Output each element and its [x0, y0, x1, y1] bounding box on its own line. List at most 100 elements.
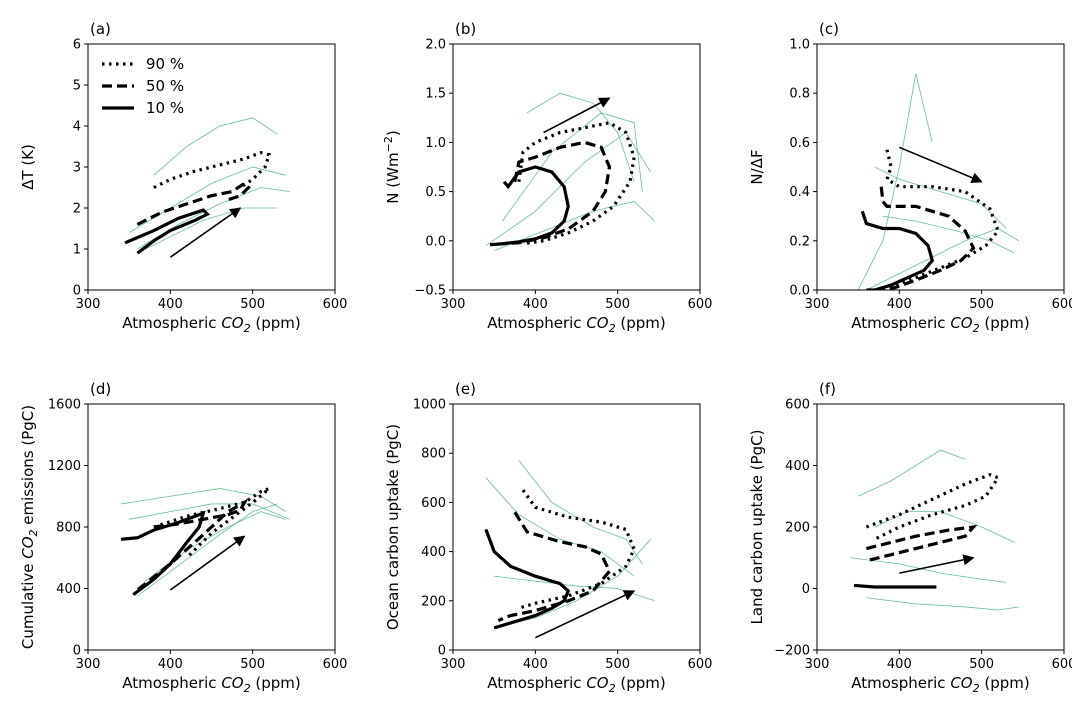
x-tick-label: 500	[969, 297, 994, 312]
y-tick-label: 400	[785, 459, 810, 474]
plot-area	[124, 117, 290, 255]
x-tick-label: 500	[605, 297, 630, 312]
label-part: N/ΔF	[748, 149, 766, 184]
ensemble-line	[882, 215, 1015, 254]
plot-area	[484, 460, 655, 630]
label-part: 2	[244, 682, 251, 695]
y-axis-label: Cumulative CO2 emissions (PgC)	[19, 405, 40, 649]
x-tick-label: 300	[805, 297, 830, 312]
percentile-line	[497, 511, 612, 622]
label-part: 2	[609, 322, 616, 335]
plot-area	[857, 73, 1019, 290]
x-tick-label: 300	[441, 657, 466, 672]
ensemble-line	[494, 201, 655, 252]
label-part: −2	[382, 136, 395, 152]
y-tick-label: 6	[73, 38, 81, 53]
y-axis-label: N/ΔF	[748, 149, 766, 184]
x-tick-label: 600	[688, 657, 713, 672]
y-tick-label: 0.0	[425, 234, 446, 249]
y-tick-label: 0.5	[425, 185, 446, 200]
percentile-line	[136, 498, 249, 592]
panel-label: (a)	[90, 20, 111, 38]
percentile-line	[866, 524, 978, 563]
legend-label: 10 %	[146, 99, 184, 117]
x-tick-label: 600	[688, 297, 713, 312]
ensemble-line	[485, 131, 651, 247]
y-tick-label: 600	[785, 398, 810, 413]
label-part: emissions (PgC)	[19, 405, 37, 530]
percentile-line	[517, 121, 636, 246]
panel-label: (c)	[819, 20, 839, 38]
x-tick-label: 300	[76, 297, 101, 312]
y-tick-label: 1200	[48, 459, 81, 474]
panel-label: (d)	[90, 380, 111, 398]
x-tick-label: 400	[887, 297, 912, 312]
x-tick-label: 600	[1052, 297, 1072, 312]
percentile-line	[120, 510, 206, 596]
legend-label: 50 %	[146, 77, 184, 95]
percentile-line	[518, 489, 636, 610]
panel-label: (f)	[819, 380, 836, 398]
x-axis-label: Atmospheric CO2 (ppm)	[122, 314, 301, 335]
y-tick-label: 3	[73, 161, 81, 176]
y-axis-label: Ocean carbon uptake (PgC)	[384, 424, 402, 630]
y-tick-label: 200	[421, 594, 446, 609]
label-part: 2	[27, 529, 40, 536]
label-part: N (Wm	[384, 152, 402, 203]
legend-label: 90 %	[146, 55, 184, 73]
y-tick-label: 2	[73, 202, 81, 217]
percentile-line	[153, 150, 272, 189]
axes-frame	[452, 43, 701, 291]
y-tick-label: 1600	[48, 398, 81, 413]
y-tick-label: −200	[774, 644, 810, 659]
x-tick-label: 600	[323, 657, 348, 672]
trend-arrow	[899, 554, 975, 574]
y-tick-label: 1.0	[425, 136, 446, 151]
y-tick-label: 1000	[413, 398, 446, 413]
label-part: (ppm)	[980, 314, 1030, 332]
x-axis-label: Atmospheric CO2 (ppm)	[851, 674, 1030, 695]
percentile-line	[489, 165, 570, 247]
label-part: 2	[973, 682, 980, 695]
label-part: Atmospheric	[851, 674, 950, 692]
label-part: Atmospheric	[851, 314, 950, 332]
percentile-line	[853, 583, 937, 589]
label-part: Ocean carbon uptake (PgC)	[384, 424, 402, 630]
y-tick-label: 0.4	[789, 185, 810, 200]
y-tick-label: 400	[56, 582, 81, 597]
label-part: 2	[609, 682, 616, 695]
label-part: Cumulative	[19, 559, 37, 649]
label-part: (ppm)	[251, 674, 301, 692]
y-tick-label: 1	[73, 243, 81, 258]
x-tick-label: 300	[76, 657, 101, 672]
trend-arrow	[169, 207, 242, 258]
ensemble-line	[874, 166, 1007, 229]
ensemble-line	[857, 73, 933, 290]
label-part: Land carbon uptake (PgC)	[748, 430, 766, 625]
x-axis-label: Atmospheric CO2 (ppm)	[487, 314, 666, 335]
percentile-line	[878, 186, 976, 290]
x-tick-label: 300	[441, 297, 466, 312]
percentile-line	[124, 208, 211, 255]
x-tick-label: 600	[1052, 657, 1072, 672]
y-tick-label: 0	[73, 644, 81, 659]
y-tick-label: 1.0	[789, 38, 810, 53]
y-tick-label: 4	[73, 120, 81, 135]
ensemble-line	[120, 488, 286, 512]
label-part: (ppm)	[251, 314, 301, 332]
y-tick-label: 800	[56, 521, 81, 536]
label-part: Atmospheric	[487, 674, 586, 692]
ensemble-line	[153, 117, 278, 176]
y-tick-label: 0.0	[789, 284, 810, 299]
axes-frame	[816, 43, 1065, 291]
percentile-line	[484, 528, 571, 630]
x-tick-label: 400	[887, 657, 912, 672]
label-part: (ppm)	[980, 674, 1030, 692]
trend-arrow	[543, 97, 611, 134]
x-tick-label: 400	[523, 297, 548, 312]
x-tick-label: 600	[323, 297, 348, 312]
percentile-line	[153, 487, 271, 559]
ensemble-line	[857, 449, 966, 497]
label-part: (ppm)	[616, 314, 666, 332]
y-axis-label: ΔT (K)	[19, 144, 37, 190]
